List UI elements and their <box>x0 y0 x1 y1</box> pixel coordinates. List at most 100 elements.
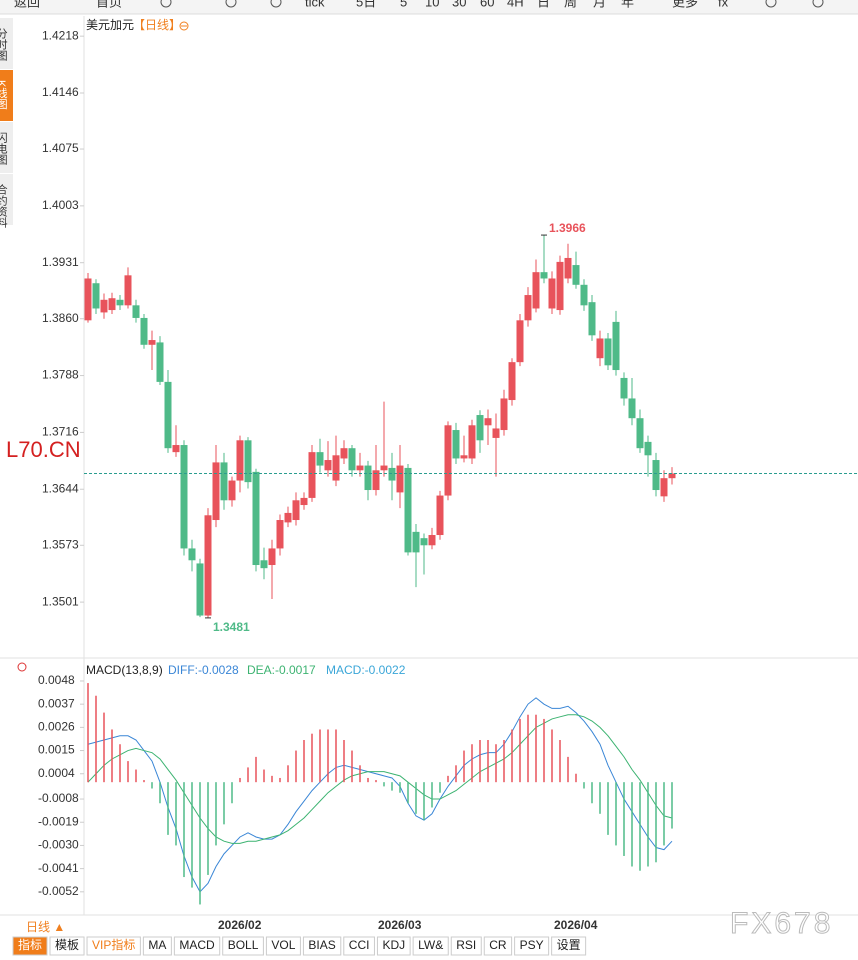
toolbar-button[interactable]: 日 <box>537 0 550 9</box>
sidebar-tab[interactable] <box>0 174 13 225</box>
candle-body <box>580 284 588 306</box>
toolbar-icon[interactable] <box>812 0 824 8</box>
candle-body <box>132 305 140 318</box>
candle-body <box>452 430 460 459</box>
toolbar-icon[interactable] <box>225 0 237 8</box>
candle-body <box>140 317 148 345</box>
toolbar-button[interactable]: 10 <box>425 0 439 9</box>
sidebar-tab-label[interactable]: 闪电图 <box>0 131 8 166</box>
candle-body <box>308 452 316 498</box>
period-selector[interactable]: 日线 ▲ <box>26 920 65 934</box>
toolbar-button[interactable]: 5 <box>400 0 407 9</box>
indicator-tab-label[interactable]: MA <box>148 938 166 952</box>
y-tick-label: 1.3716 <box>42 425 79 439</box>
candle-body <box>420 538 428 546</box>
candle-body <box>268 548 276 566</box>
toolbar-button[interactable]: tick <box>305 0 325 9</box>
candle-body <box>300 497 308 506</box>
y-tick-label: 1.4146 <box>42 85 79 99</box>
candle-body <box>588 302 596 336</box>
candle-body <box>660 478 668 497</box>
toolbar-button[interactable]: 4H <box>507 0 524 9</box>
toolbar-icon[interactable] <box>160 0 172 8</box>
indicator-tab-label[interactable]: RSI <box>456 938 476 952</box>
candle-body <box>604 338 612 366</box>
candle-body <box>156 342 164 382</box>
candle-body <box>652 460 660 491</box>
candle-body <box>84 278 92 321</box>
watermark: FX678 <box>730 907 833 940</box>
sidebar-tab-label[interactable]: K线图 <box>0 80 8 110</box>
indicator-tab-label[interactable]: CCI <box>349 938 370 952</box>
sidebar-tab-label[interactable]: 分时图 <box>0 28 8 62</box>
indicator-tab[interactable] <box>49 936 85 956</box>
toolbar-button[interactable]: 60 <box>480 0 494 9</box>
indicator-tab[interactable] <box>12 936 48 956</box>
indicator-tab[interactable] <box>173 936 221 956</box>
indicator-tab[interactable] <box>222 936 264 956</box>
y-tick-label: 1.3788 <box>42 368 79 382</box>
indicator-tab-label[interactable]: VOL <box>271 938 295 952</box>
indicator-tab-label[interactable]: CR <box>489 938 507 952</box>
indicator-tab[interactable] <box>86 936 141 956</box>
candle-body <box>108 298 116 311</box>
toolbar-button[interactable]: fx <box>718 0 729 9</box>
indicator-line <box>87 714 673 844</box>
candle-body <box>436 495 444 536</box>
y-tick-label: 1.3644 <box>42 481 79 495</box>
indicator-tab[interactable] <box>551 936 587 956</box>
toolbar-button[interactable]: 月 <box>593 0 606 9</box>
indicator-tab[interactable] <box>302 936 342 956</box>
settings-icon[interactable] <box>17 662 27 672</box>
indicator-tab-label[interactable]: 指标 <box>18 937 42 952</box>
sidebar-tab[interactable] <box>0 122 13 173</box>
candle-body <box>180 445 188 549</box>
toolbar-button[interactable]: 首页 <box>96 0 122 9</box>
indicator-tab[interactable] <box>483 936 513 956</box>
indicator-tab-label[interactable]: MACD <box>179 938 215 952</box>
x-tick-label: 2026/03 <box>378 918 422 932</box>
y-tick-label: -0.0030 <box>38 838 79 852</box>
indicator-tab-label[interactable]: BOLL <box>228 938 259 952</box>
indicator-tab-label[interactable]: 模板 <box>55 938 79 952</box>
indicator-tab-label[interactable]: KDJ <box>382 938 405 952</box>
indicator-tab[interactable] <box>265 936 301 956</box>
candle-body <box>196 563 204 616</box>
candle-body <box>92 283 100 309</box>
sidebar-tab[interactable] <box>0 70 13 121</box>
candle-body <box>372 470 380 491</box>
toolbar-icon[interactable] <box>765 0 777 8</box>
candle-body <box>340 448 348 459</box>
candle-body <box>228 480 236 501</box>
indicator-tab-label[interactable]: PSY <box>520 938 544 952</box>
indicator-tab[interactable] <box>376 936 411 956</box>
indicator-line <box>87 697 673 893</box>
toolbar <box>0 0 858 14</box>
indicator-tab[interactable] <box>412 936 449 956</box>
candle-body <box>260 560 268 569</box>
y-tick-label: 0.0048 <box>38 673 75 687</box>
indicator-tab-label[interactable]: LW& <box>418 938 443 952</box>
indicator-tab-label[interactable]: 设置 <box>557 938 581 952</box>
sidebar-tab-label[interactable]: 合约资料 <box>0 183 8 229</box>
indicator-tab[interactable] <box>450 936 482 956</box>
toolbar-button[interactable]: 30 <box>452 0 466 9</box>
indicator-tab-label[interactable]: BIAS <box>308 938 335 952</box>
toolbar-icon[interactable] <box>270 0 282 8</box>
chart-title: 美元加元 <box>86 18 134 32</box>
toolbar-button[interactable]: 返回 <box>14 0 40 9</box>
toolbar-button[interactable]: 更多 <box>672 0 698 9</box>
sidebar-tab[interactable] <box>0 18 13 69</box>
indicator-tab-label[interactable]: VIP指标 <box>92 937 135 952</box>
toolbar-button[interactable]: 年 <box>621 0 634 9</box>
toolbar-button[interactable]: 5日 <box>356 0 376 9</box>
toolbar-button[interactable]: 周 <box>564 0 577 9</box>
indicator-tab[interactable] <box>514 936 550 956</box>
candle-body <box>476 415 484 441</box>
y-tick-label: 1.3860 <box>42 311 79 325</box>
indicator-tab[interactable] <box>142 936 172 956</box>
collapse-icon[interactable] <box>179 21 189 31</box>
indicator-tab[interactable] <box>343 936 375 956</box>
candle-body <box>548 278 556 309</box>
candle-body <box>572 265 580 285</box>
